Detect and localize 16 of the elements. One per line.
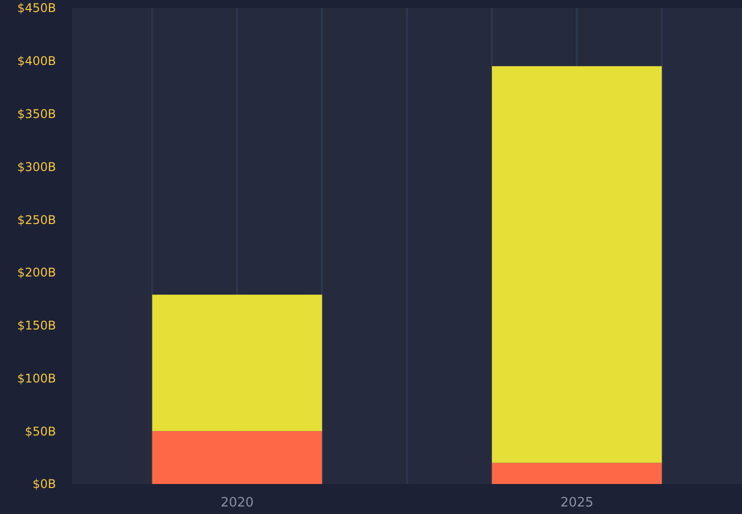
- bar: [492, 462, 662, 484]
- y-tick-label: $300B: [17, 160, 56, 174]
- y-tick-label: $100B: [17, 371, 56, 386]
- bar: [152, 431, 322, 484]
- y-tick-label: $350B: [17, 106, 56, 121]
- y-tick-label: $400B: [17, 54, 56, 68]
- x-tick-label: 2025: [560, 496, 594, 511]
- bar: [492, 66, 662, 463]
- y-tick-label: $200B: [17, 266, 56, 280]
- bar: [152, 294, 322, 432]
- y-tick-label: $0B: [32, 477, 56, 492]
- y-tick-label: $450B: [17, 1, 56, 16]
- y-tick-label: $50B: [24, 424, 56, 438]
- y-tick-label: $250B: [17, 212, 56, 227]
- x-tick-label: 2020: [220, 496, 254, 511]
- y-tick-label: $150B: [17, 318, 56, 333]
